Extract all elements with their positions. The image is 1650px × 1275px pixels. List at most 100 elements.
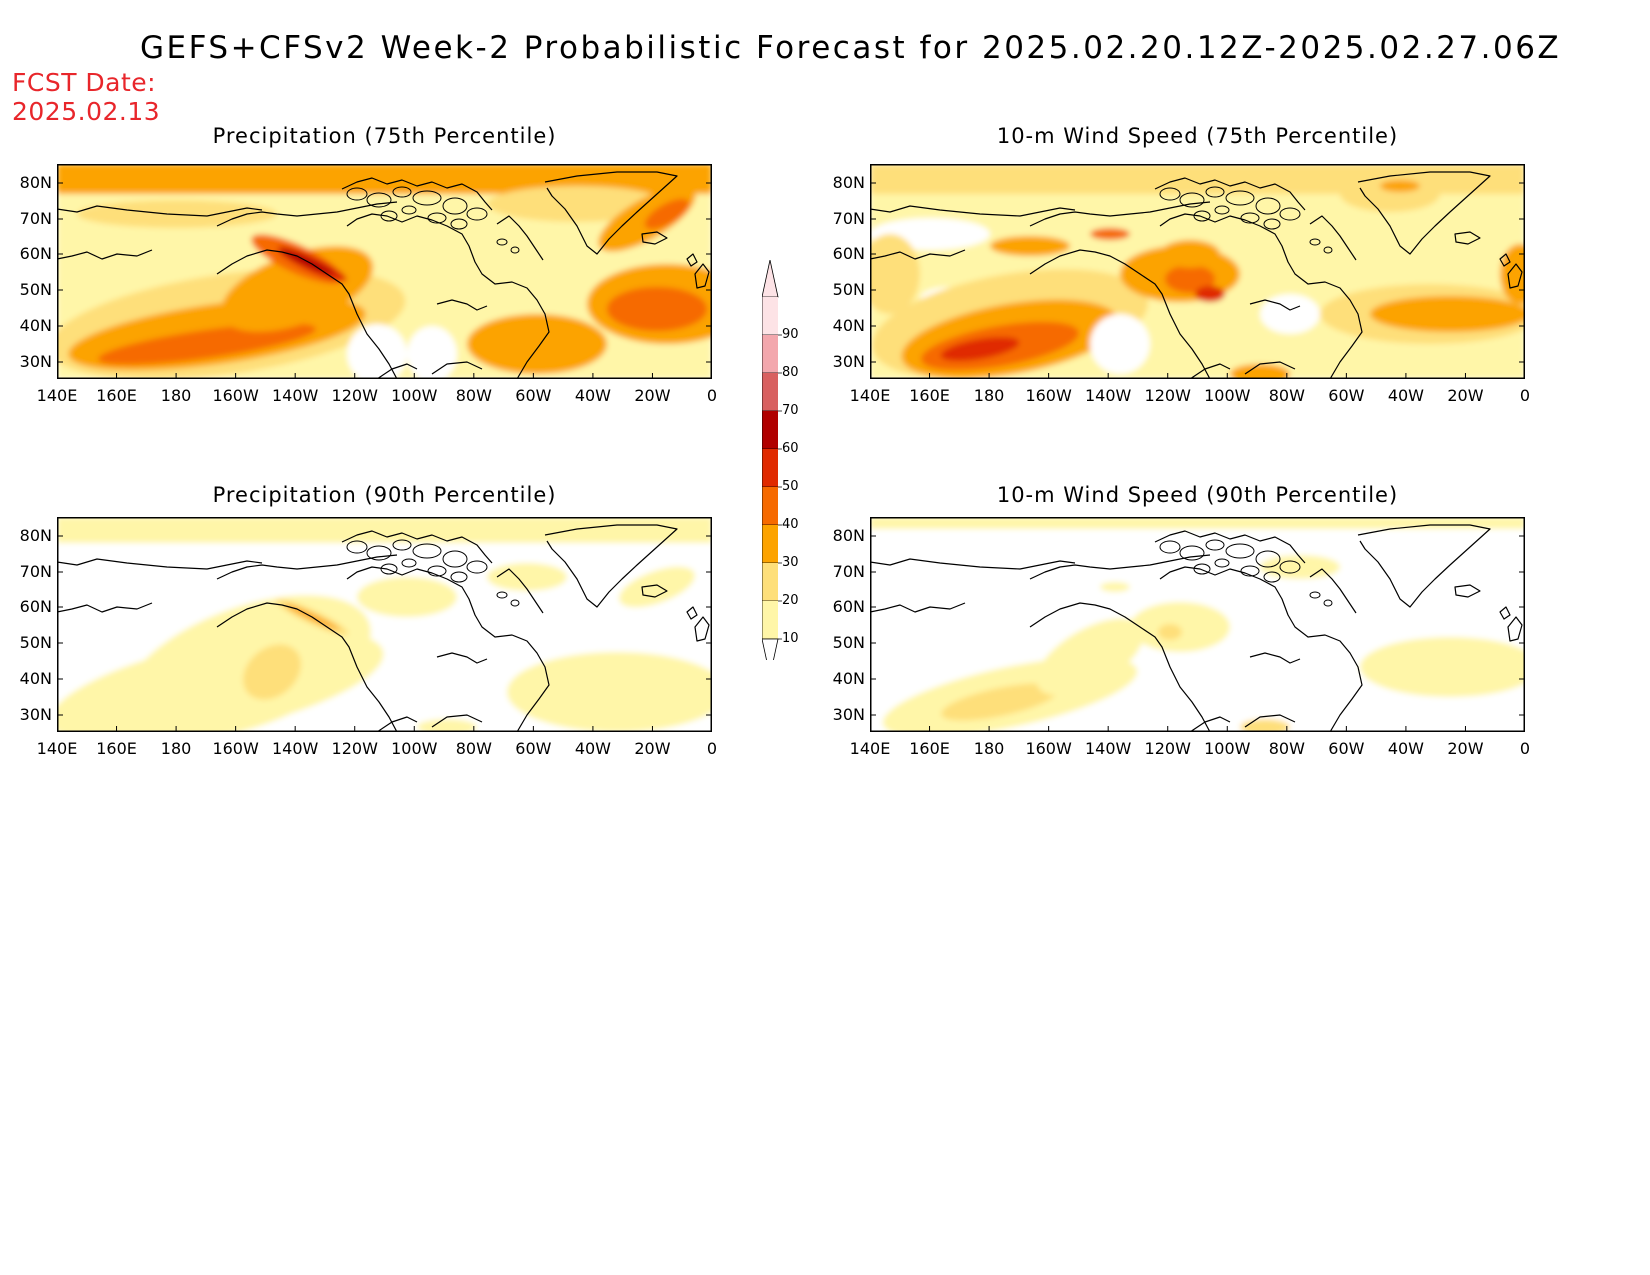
lat-label: 50N: [19, 633, 52, 652]
wind90-map: [870, 517, 1525, 732]
lon-label: 120W: [331, 739, 378, 758]
lat-label: 30N: [832, 705, 865, 724]
lon-label: 140E: [36, 386, 78, 405]
lon-label: 60W: [515, 386, 552, 405]
precip75-title: Precipitation (75th Percentile): [212, 124, 557, 148]
colorbar-label: 60: [782, 441, 799, 456]
coastlines: [870, 524, 1523, 732]
lon-label: 180: [160, 739, 192, 758]
lon-label: 40W: [1387, 739, 1424, 758]
colorbar-swatch: [762, 601, 778, 639]
lat-label: 80N: [19, 526, 52, 545]
probability-shading: [870, 164, 1525, 379]
lat-label: 60N: [19, 597, 52, 616]
wind75-title: 10-m Wind Speed (75th Percentile): [996, 124, 1399, 148]
lat-label: 80N: [832, 526, 865, 545]
lat-label: 70N: [832, 562, 865, 581]
lon-label: 140E: [849, 386, 891, 405]
lon-label: 20W: [634, 739, 671, 758]
lon-label: 180: [973, 739, 1005, 758]
lon-label: 60W: [1328, 739, 1365, 758]
colorbar-label: 40: [782, 517, 799, 532]
colorbar-label: 50: [782, 479, 799, 494]
lat-label: 70N: [19, 562, 52, 581]
lon-label: 180: [160, 386, 192, 405]
lat-label: 50N: [832, 633, 865, 652]
colorbar-label: 30: [782, 555, 799, 570]
lon-label: 160E: [909, 386, 950, 405]
lat-label: 80N: [832, 173, 865, 192]
colorbar-swatch: [762, 525, 778, 563]
lon-label: 80W: [1268, 386, 1305, 405]
colorbar-top-arrow: [762, 260, 779, 298]
wind90-title: 10-m Wind Speed (90th Percentile): [996, 483, 1399, 507]
lon-label: 40W: [1387, 386, 1424, 405]
forecast-date-label: FCST Date:: [12, 68, 157, 97]
lon-label: 20W: [634, 386, 671, 405]
lat-label: 60N: [832, 597, 865, 616]
precip75-map: [57, 164, 712, 379]
colorbar-label: 70: [782, 403, 799, 418]
colorbar-swatch: [762, 411, 778, 449]
lon-label: 160E: [96, 386, 137, 405]
lon-label: 160E: [909, 739, 950, 758]
lat-label: 60N: [832, 244, 865, 263]
precip90-title: Precipitation (90th Percentile): [212, 483, 557, 507]
lon-label: 80W: [455, 739, 492, 758]
lon-label: 20W: [1447, 739, 1484, 758]
lon-label: 160W: [1025, 386, 1072, 405]
lon-label: 100W: [1204, 386, 1251, 405]
probability-shading: [57, 517, 712, 732]
lon-label: 20W: [1447, 386, 1484, 405]
colorbar-label: 10: [782, 631, 799, 646]
colorbar-label: 90: [782, 327, 799, 342]
lon-label: 160W: [1025, 739, 1072, 758]
page-title: GEFS+CFSv2 Week-2 Probabilistic Forecast…: [140, 30, 1562, 66]
colorbar-swatch: [762, 335, 778, 373]
lat-label: 70N: [832, 209, 865, 228]
coastlines: [57, 524, 710, 732]
probability-shading: [870, 517, 1525, 732]
lat-label: 50N: [19, 280, 52, 299]
lon-label: 40W: [574, 386, 611, 405]
forecast-date-value: 2025.02.13: [12, 97, 161, 126]
lon-label: 0: [706, 386, 718, 405]
lon-label: 160W: [212, 386, 259, 405]
lat-label: 30N: [832, 352, 865, 371]
lon-label: 0: [1519, 739, 1531, 758]
lat-label: 50N: [832, 280, 865, 299]
lat-label: 60N: [19, 244, 52, 263]
colorbar-swatch: [762, 487, 778, 525]
colorbar-label: 80: [782, 365, 799, 380]
wind75-map: [870, 164, 1525, 379]
lat-label: 40N: [832, 669, 865, 688]
lon-label: 120W: [331, 386, 378, 405]
colorbar-label: 20: [782, 593, 799, 608]
colorbar-swatch: [762, 373, 778, 411]
lon-label: 60W: [515, 739, 552, 758]
lon-label: 160E: [96, 739, 137, 758]
lon-label: 160W: [212, 739, 259, 758]
lon-label: 140W: [271, 386, 319, 405]
forecast-date: FCST Date: 2025.02.13: [12, 68, 160, 126]
lon-label: 140E: [849, 739, 891, 758]
lon-label: 100W: [391, 386, 438, 405]
lon-label: 120W: [1144, 739, 1191, 758]
lon-label: 0: [1519, 386, 1531, 405]
lon-label: 140E: [36, 739, 78, 758]
probability-shading: [57, 164, 712, 379]
colorbar: [762, 260, 782, 660]
lon-label: 80W: [1268, 739, 1305, 758]
lat-label: 70N: [19, 209, 52, 228]
lon-label: 140W: [1084, 739, 1132, 758]
lat-label: 30N: [19, 705, 52, 724]
lon-label: 120W: [1144, 386, 1191, 405]
lat-label: 40N: [19, 669, 52, 688]
lat-label: 80N: [19, 173, 52, 192]
lon-label: 80W: [455, 386, 492, 405]
colorbar-swatch: [762, 449, 778, 487]
lon-label: 0: [706, 739, 718, 758]
lat-label: 40N: [19, 316, 52, 335]
colorbar-swatch: [762, 297, 778, 335]
lon-label: 100W: [391, 739, 438, 758]
